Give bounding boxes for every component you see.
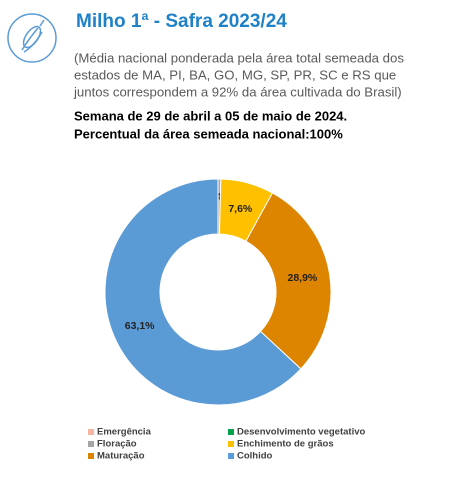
corn-icon [7, 13, 57, 63]
slice [104, 178, 302, 406]
value-label: 7,6% [228, 203, 253, 215]
value-label: 63,1% [125, 320, 155, 332]
legend-swatch [228, 429, 234, 435]
legend-label: Desenvolvimento vegetativo [237, 427, 365, 438]
legend-swatch [88, 429, 94, 435]
legend-swatch [88, 441, 94, 447]
slice [245, 192, 332, 370]
subtitle-line: (Média nacional ponderada pela área tota… [74, 50, 404, 65]
legend-label: Colhido [237, 451, 273, 462]
legend-label: Emergência [97, 427, 152, 438]
value-label: 28,9% [288, 272, 318, 284]
share: Percentual da área semeada nacional:100% [74, 126, 343, 141]
subtitle-line: juntos correspondem a 92% da área cultiv… [73, 84, 402, 99]
legend-swatch [88, 453, 94, 459]
legend-label: Floração [97, 439, 137, 450]
week: Semana de 29 de abril a 05 de maio de 20… [74, 108, 347, 123]
subtitle-line: estados de MA, PI, BA, GO, MG, SP, PR, S… [74, 67, 396, 82]
legend-label: Maturação [97, 451, 145, 462]
legend-swatch [228, 453, 234, 459]
title: Milho 1ª - Safra 2023/24 [76, 11, 287, 32]
legend-swatch [228, 441, 234, 447]
donut-chart: 0,4%7,6%28,9%63,1%Emergência Desenvolvime… [88, 178, 365, 462]
legend-label: Enchimento de grãos [237, 439, 334, 450]
